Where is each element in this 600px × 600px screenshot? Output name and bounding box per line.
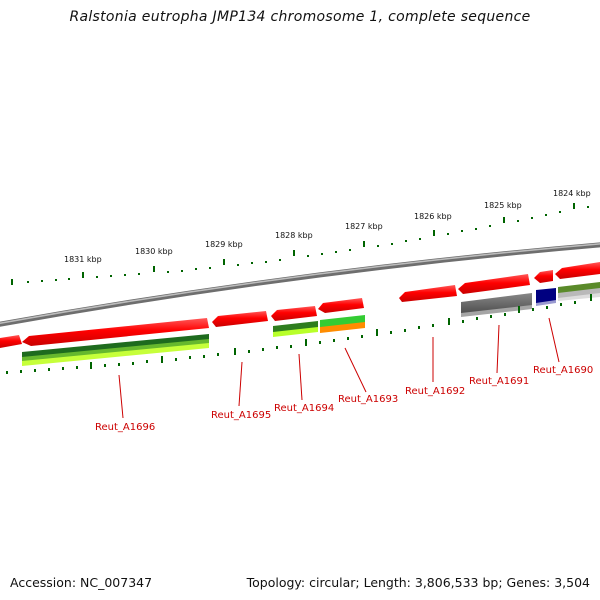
- kbp-tick-label: 1826 kbp: [414, 212, 452, 221]
- kbp-tick-label: 1831 kbp: [64, 255, 102, 264]
- feature-bar[interactable]: [22, 339, 209, 362]
- cds-arrow[interactable]: [318, 298, 364, 313]
- gene-label[interactable]: Reut_A1695: [211, 410, 271, 421]
- kbp-tick-label: 1829 kbp: [205, 240, 243, 249]
- cds-arrow[interactable]: [555, 262, 600, 279]
- label-leaders: [118, 317, 560, 419]
- kbp-tick-label: 1824 kbp: [553, 189, 591, 198]
- cds-arrow[interactable]: [534, 270, 553, 283]
- kbp-tick-label: 1830 kbp: [135, 247, 173, 256]
- feature-bar[interactable]: [536, 288, 556, 304]
- kbp-tick-label: 1828 kbp: [275, 231, 313, 240]
- feature-bar[interactable]: [273, 327, 318, 337]
- forward-strand-features: [0, 262, 600, 348]
- cds-arrow[interactable]: [271, 306, 317, 321]
- gene-feature-bars: [22, 282, 600, 366]
- cds-arrow[interactable]: [22, 318, 209, 346]
- outer-tick-row: [11, 203, 589, 285]
- chromosome-backbone-highlight: [0, 243, 600, 324]
- inner-tick-row: [6, 294, 592, 374]
- gene-label[interactable]: Reut_A1693: [338, 394, 398, 405]
- gene-label[interactable]: Reut_A1696: [95, 422, 155, 433]
- feature-bar[interactable]: [273, 321, 318, 333]
- feature-bar[interactable]: [22, 334, 209, 358]
- feature-bar[interactable]: [558, 293, 600, 301]
- feature-bar[interactable]: [461, 293, 532, 315]
- genome-summary-text: Topology: circular; Length: 3,806,533 bp…: [246, 575, 590, 590]
- gene-label[interactable]: Reut_A1694: [274, 403, 334, 414]
- feature-bar[interactable]: [320, 322, 365, 333]
- cds-arrow[interactable]: [399, 285, 457, 302]
- feature-bar[interactable]: [558, 288, 600, 299]
- cds-arrow[interactable]: [458, 274, 530, 294]
- chromosome-backbone: [0, 242, 600, 327]
- kbp-tick-label: 1825 kbp: [484, 201, 522, 210]
- gene-label[interactable]: Reut_A1691: [469, 376, 529, 387]
- feature-bar[interactable]: [536, 300, 556, 306]
- feature-bar[interactable]: [461, 305, 532, 317]
- map-title: Ralstonia eutropha JMP134 chromosome 1, …: [69, 9, 531, 25]
- accession-text: Accession: NC_007347: [10, 575, 153, 590]
- gene-label[interactable]: Reut_A1690: [533, 365, 593, 376]
- cds-arrow[interactable]: [0, 335, 22, 348]
- feature-bar[interactable]: [22, 343, 209, 366]
- gene-label[interactable]: Reut_A1692: [405, 386, 465, 397]
- cds-arrow[interactable]: [212, 311, 268, 327]
- feature-bar[interactable]: [558, 282, 600, 294]
- kbp-tick-label: 1827 kbp: [345, 222, 383, 231]
- feature-bar[interactable]: [320, 315, 365, 328]
